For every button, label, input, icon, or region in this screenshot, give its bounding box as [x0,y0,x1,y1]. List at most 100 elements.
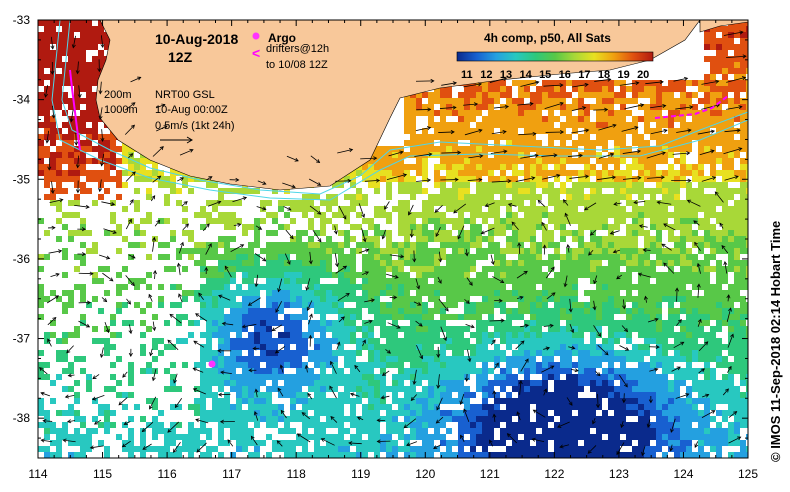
sst-pixel [122,206,128,212]
sst-pixel [212,350,218,356]
sst-pixel [464,392,470,398]
sst-pixel [638,254,644,260]
sst-pixel [500,200,506,206]
sst-pixel [80,80,86,86]
sst-pixel [356,194,362,200]
sst-pixel [206,266,212,272]
sst-pixel [314,428,320,434]
sst-pixel [632,248,638,254]
sst-pixel [452,260,458,266]
sst-pixel [542,170,548,176]
sst-pixel [650,242,656,248]
sst-pixel [668,224,674,230]
sst-pixel [458,290,464,296]
sst-pixel [560,158,566,164]
sst-pixel [278,308,284,314]
sst-pixel [638,290,644,296]
sst-pixel [164,344,170,350]
sst-pixel [488,104,494,110]
sst-pixel [596,122,602,128]
sst-pixel [692,170,698,176]
sst-pixel [398,152,404,158]
sst-pixel [482,272,488,278]
sst-pixel [338,332,344,338]
sst-pixel [590,398,596,404]
sst-pixel [686,416,692,422]
sst-pixel [428,236,434,242]
sst-pixel [62,224,68,230]
sst-pixel [524,344,530,350]
sst-pixel [734,212,740,218]
sst-pixel [746,356,748,362]
sst-pixel [446,392,452,398]
sst-pixel [86,386,92,392]
sst-pixel [56,356,62,362]
sst-pixel [668,344,674,350]
sst-pixel [284,362,290,368]
sst-pixel [392,338,398,344]
sst-pixel [350,194,356,200]
sst-pixel [404,344,410,350]
sst-pixel [338,416,344,422]
sst-pixel [518,104,524,110]
sst-pixel [110,314,116,320]
sst-pixel [368,374,374,380]
sst-pixel [86,68,92,74]
sst-pixel [416,332,422,338]
sst-pixel [458,242,464,248]
sst-pixel [530,98,536,104]
sst-pixel [98,146,104,152]
sst-pixel [68,236,74,242]
sst-pixel [212,254,218,260]
sst-pixel [422,272,428,278]
sst-pixel [650,386,656,392]
sst-pixel [746,380,748,386]
sst-pixel [368,326,374,332]
sst-pixel [512,236,518,242]
sst-pixel [722,122,728,128]
sst-pixel [320,266,326,272]
sst-pixel [584,158,590,164]
sst-pixel [542,260,548,266]
sst-pixel [740,248,746,254]
sst-pixel [404,422,410,428]
sst-pixel [668,278,674,284]
sst-pixel [362,410,368,416]
sst-pixel [218,302,224,308]
sst-pixel [722,158,728,164]
sst-pixel [410,380,416,386]
sst-pixel [656,92,662,98]
sst-pixel [362,260,368,266]
sst-pixel [182,314,188,320]
sst-pixel [500,308,506,314]
sst-pixel [332,374,338,380]
sst-pixel [380,284,386,290]
sst-pixel [680,404,686,410]
sst-pixel [140,308,146,314]
sst-pixel [590,404,596,410]
sst-pixel [644,266,650,272]
sst-pixel [350,206,356,212]
sst-pixel [668,314,674,320]
sst-pixel [596,200,602,206]
sst-pixel [458,350,464,356]
sst-pixel [470,302,476,308]
sst-pixel [596,188,602,194]
sst-pixel [662,98,668,104]
sst-pixel [500,416,506,422]
sst-pixel [728,218,734,224]
sst-pixel [692,308,698,314]
sst-pixel [512,134,518,140]
sst-pixel [86,188,92,194]
sst-pixel [434,170,440,176]
sst-pixel [200,398,206,404]
sst-pixel [272,212,278,218]
sst-pixel [680,344,686,350]
sst-pixel [308,422,314,428]
sst-pixel [710,74,716,80]
sst-pixel [404,218,410,224]
sst-pixel [710,182,716,188]
sst-pixel [518,416,524,422]
sst-pixel [686,194,692,200]
sst-pixel [602,356,608,362]
